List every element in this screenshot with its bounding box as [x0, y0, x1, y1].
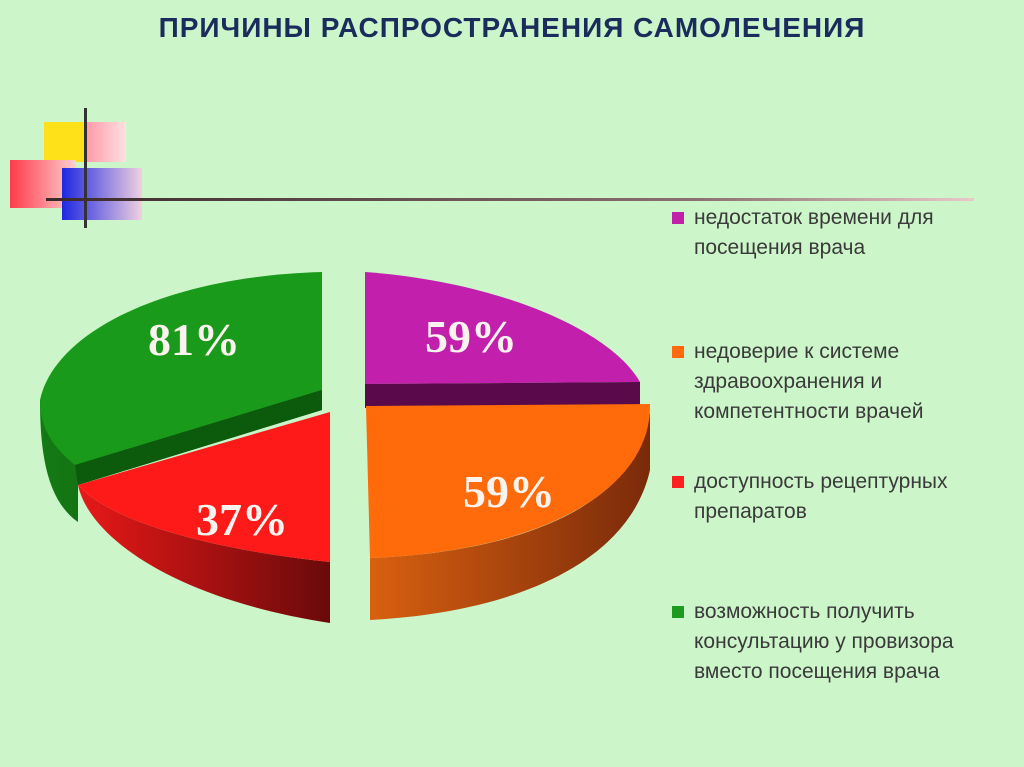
deco-yellow-square	[44, 122, 86, 162]
slice-red	[78, 412, 330, 562]
legend-label: доступность рецептурных препаратов	[694, 470, 948, 523]
slice-side-orange	[370, 412, 650, 620]
legend-label: недоверие к системе здравоохранения и ко…	[694, 340, 924, 423]
slice-orange	[366, 404, 651, 558]
deco-vertical-line	[84, 108, 87, 228]
legend-swatch	[672, 212, 684, 224]
legend-item: недостаток времени для посещения врача	[672, 203, 1002, 263]
slice-side-red	[78, 485, 330, 623]
legend-swatch	[672, 476, 684, 488]
page-title: ПРИЧИНЫ РАСПРОСТРАНЕНИЯ САМОЛЕЧЕНИЯ	[158, 12, 866, 43]
legend-item: недоверие к системе здравоохранения и ко…	[672, 337, 1002, 427]
decorative-graphic	[10, 108, 974, 228]
label-pct-green: 81%	[148, 314, 240, 365]
legend-swatch	[672, 346, 684, 358]
label-pct-red: 37%	[196, 494, 288, 545]
legend-label: недостаток времени для посещения врача	[694, 206, 934, 259]
slice-magenta	[365, 272, 640, 384]
slice-green-inner-edge	[75, 390, 322, 485]
deco-pink-square	[86, 122, 126, 162]
legend-label: возможность получить консультацию у пров…	[694, 600, 954, 683]
label-pct-magenta: 59%	[425, 311, 517, 362]
legend-swatch	[672, 606, 684, 618]
deco-horizontal-line	[46, 198, 974, 201]
slice-side-magenta	[365, 382, 640, 408]
legend-item: возможность получить консультацию у пров…	[672, 597, 1002, 687]
deco-blue-square	[62, 168, 142, 220]
label-pct-orange: 59%	[463, 466, 555, 517]
legend-item: доступность рецептурных препаратов	[672, 467, 1002, 527]
slice-green	[40, 272, 322, 465]
